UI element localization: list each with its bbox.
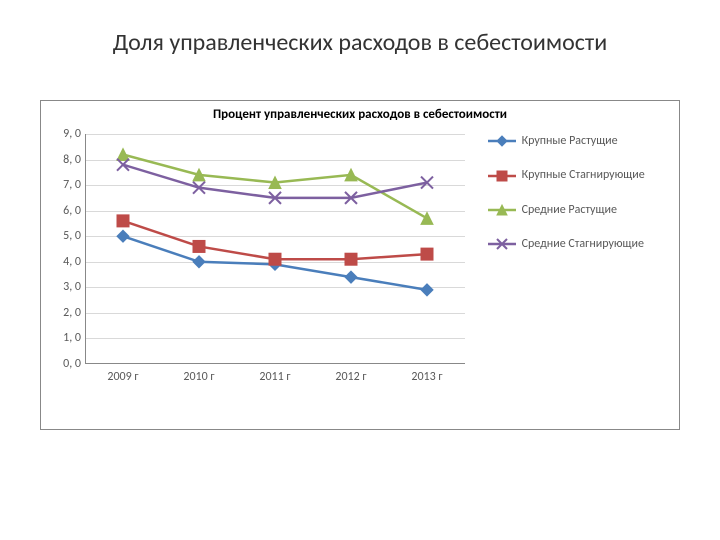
chart-title: Процент управленческих расходов в себест…: [41, 101, 679, 126]
series-marker: [117, 230, 129, 242]
series-marker: [345, 271, 357, 283]
x-tick-label: 2013 г: [397, 370, 457, 384]
chart-container: Процент управленческих расходов в себест…: [40, 100, 680, 430]
x-tick-label: 2009 г: [93, 370, 153, 384]
legend-item: Средние Стагнирующие: [488, 237, 673, 251]
y-tick-label: 5, 0: [49, 229, 81, 243]
x-tick-label: 2010 г: [169, 370, 229, 384]
legend-label: Средние Стагнирующие: [522, 237, 644, 251]
page-title: Доля управленческих расходов в себестоим…: [0, 0, 720, 57]
y-tick-label: 8, 0: [49, 153, 81, 167]
y-tick-label: 4, 0: [49, 255, 81, 269]
y-tick-label: 2, 0: [49, 306, 81, 320]
plot-and-legend: 0, 0 1, 0 2, 0 3, 0 4, 0 5, 0 6, 0 7, 0 8, 0 9, 0…: [41, 126, 679, 416]
series-marker: [421, 248, 433, 260]
legend-label: Крупные Стагнирующие: [522, 168, 645, 182]
series-marker: [193, 256, 205, 268]
legend-swatch: [488, 204, 516, 216]
series-marker: [345, 253, 357, 265]
series-svg: [85, 134, 465, 364]
y-tick-label: 9, 0: [49, 127, 81, 141]
legend-label: Средние Растущие: [522, 203, 617, 217]
legend-item: Крупные Растущие: [488, 134, 673, 148]
y-tick-label: 3, 0: [49, 280, 81, 294]
series-marker: [421, 284, 433, 296]
legend-swatch: [488, 238, 516, 250]
series-marker: [269, 253, 281, 265]
y-tick-label: 6, 0: [49, 204, 81, 218]
legend: Крупные Растущие Крупные Стагнирующие Сред…: [480, 126, 679, 416]
y-tick-label: 1, 0: [49, 331, 81, 345]
series-marker: [421, 212, 433, 224]
x-tick-label: 2012 г: [321, 370, 381, 384]
legend-swatch: [488, 170, 516, 182]
y-tick-label: 0, 0: [49, 357, 81, 371]
plot-area: 0, 0 1, 0 2, 0 3, 0 4, 0 5, 0 6, 0 7, 0 8, 0 9, 0…: [41, 126, 480, 416]
legend-label: Крупные Растущие: [522, 134, 618, 148]
series-marker: [193, 240, 205, 252]
legend-item: Крупные Стагнирующие: [488, 168, 673, 182]
legend-item: Средние Растущие: [488, 203, 673, 217]
series-marker: [117, 215, 129, 227]
y-tick-label: 7, 0: [49, 178, 81, 192]
legend-swatch: [488, 135, 516, 147]
x-tick-label: 2011 г: [245, 370, 305, 384]
